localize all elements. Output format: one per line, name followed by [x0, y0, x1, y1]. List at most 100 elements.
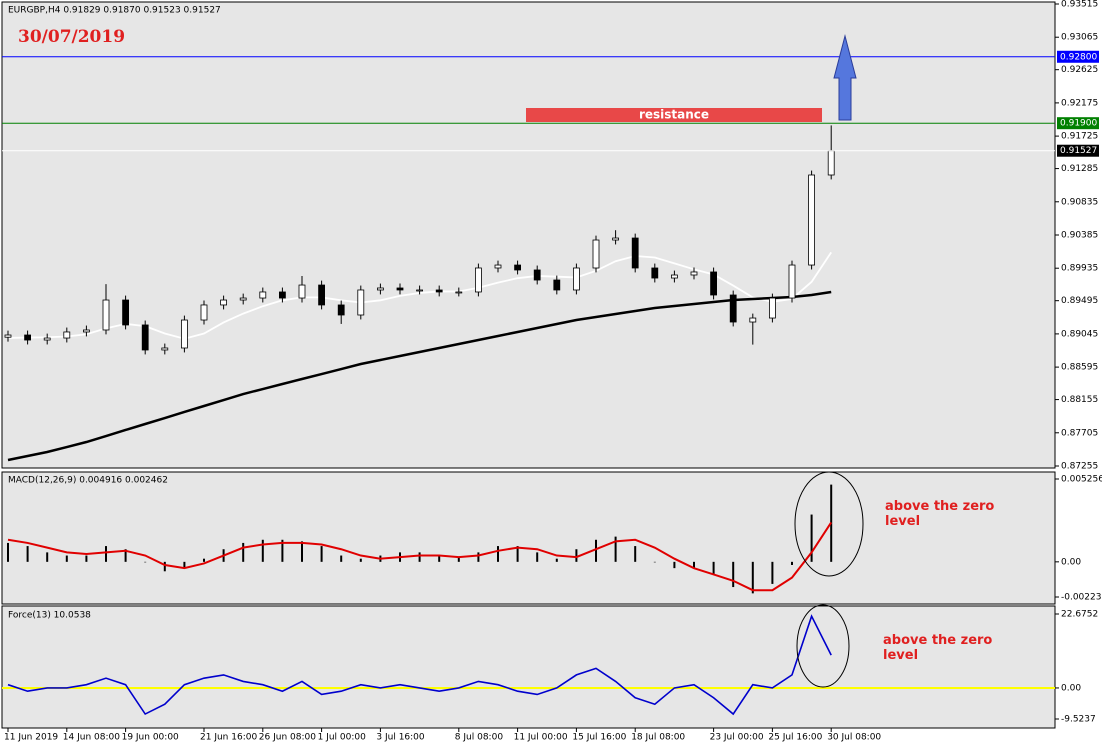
histogram-bar [614, 536, 617, 562]
candle-body [769, 297, 776, 319]
candle-body [631, 237, 639, 269]
histogram-bar [163, 561, 166, 572]
x-tick-label: 1 Jul 00:00 [318, 733, 367, 743]
histogram-bar [732, 561, 735, 588]
x-tick-label: 26 Jun 08:00 [259, 733, 316, 743]
x-tick-label: 30 Jul 08:00 [827, 733, 881, 743]
x-tick-label: 25 Jul 16:00 [768, 733, 822, 743]
level-label: 0.91527 [1060, 146, 1097, 156]
histogram-bar [183, 561, 186, 569]
candle-body [43, 337, 51, 341]
histogram-bar [536, 552, 539, 562]
macd-pane [1, 471, 1056, 605]
y-tick-label: 0.00 [1061, 683, 1081, 693]
y-tick-label: 0.00 [1061, 557, 1081, 567]
histogram-bar [261, 539, 264, 562]
force-pane [1, 605, 1056, 729]
candle-body [161, 347, 169, 351]
moving-average [7, 290, 832, 462]
x-tick-label: 23 Jul 00:00 [710, 733, 764, 743]
signal-line [7, 521, 833, 592]
highlight-ellipse [796, 604, 850, 688]
candle-body [435, 289, 443, 293]
price-pane [1, 1, 1056, 469]
y-tick-label: -9.5237 [1061, 715, 1096, 725]
histogram-bar [438, 555, 441, 562]
level-label: 0.92800 [1060, 52, 1097, 62]
indicator-header: Force(13) 10.0538 [8, 611, 91, 621]
x-tick-label: 19 Jun 00:00 [122, 733, 179, 743]
candle-body [474, 267, 482, 293]
histogram-bar [301, 541, 303, 562]
candle-body [318, 284, 326, 306]
histogram-bar [144, 561, 147, 563]
histogram-bar [595, 539, 597, 562]
histogram-bar [46, 552, 49, 562]
histogram-bar [575, 549, 578, 562]
y-tick-label: 0.93515 [1061, 0, 1098, 10]
candle-body [710, 271, 717, 296]
histogram-bar [65, 555, 68, 562]
y-tick-label: 0.87255 [1061, 462, 1098, 472]
zone-label: resistance [639, 108, 709, 122]
candle-body [592, 239, 600, 269]
candle-body [141, 324, 149, 351]
resistance-zone [526, 108, 822, 122]
candle-body [729, 294, 737, 323]
y-tick-label: 22.6752 [1061, 610, 1098, 620]
force-line [7, 614, 832, 716]
candle-body [337, 304, 345, 316]
candle-body [63, 331, 71, 339]
histogram-bar [791, 561, 793, 565]
candle-body [827, 150, 835, 176]
histogram-bar [751, 561, 754, 594]
level-label-box [1057, 50, 1099, 63]
histogram-bar [418, 552, 421, 562]
level-label: 0.91900 [1060, 119, 1097, 129]
y-tick-label: 0.91285 [1061, 164, 1098, 174]
candle-body [200, 304, 208, 321]
x-tick-label: 18 Jul 08:00 [631, 733, 685, 743]
candle-body [455, 291, 463, 294]
y-tick-label: 0.93065 [1061, 33, 1098, 43]
annotation: above the zero level [885, 499, 995, 529]
histogram-bar [555, 558, 558, 562]
candle-body [278, 291, 286, 299]
x-tick-label: 14 Jun 08:00 [63, 733, 120, 743]
candle-body [180, 319, 188, 349]
candle-body [671, 274, 678, 279]
histogram-bar [359, 558, 362, 562]
candle-body [514, 264, 521, 271]
histogram-bar [105, 546, 107, 562]
histogram-bar [457, 557, 460, 562]
y-tick-label: 0.90835 [1061, 197, 1098, 207]
candle-body [553, 279, 561, 291]
histogram-bar [85, 555, 88, 562]
candle-body [357, 289, 365, 316]
candle-body [749, 317, 757, 323]
histogram-bar [320, 546, 323, 562]
x-tick-label: 3 Jul 16:00 [376, 733, 425, 743]
indicator-header: MACD(12,26,9) 0.004916 0.002462 [8, 476, 168, 486]
histogram-bar [810, 514, 813, 562]
candle-body [788, 264, 796, 299]
level-label-box [1057, 144, 1099, 157]
y-tick-label: 0.92175 [1061, 98, 1098, 108]
candle-body [376, 287, 384, 291]
candle-body [533, 269, 541, 281]
candle-body [239, 297, 247, 301]
highlight-ellipse [794, 471, 864, 577]
candle-body [122, 299, 129, 326]
y-tick-label: 0.88595 [1061, 363, 1098, 373]
candle-body [83, 329, 90, 333]
candle-body [416, 289, 424, 292]
up-arrow [833, 34, 857, 121]
histogram-bar [477, 552, 480, 562]
y-tick-label: 0.89935 [1061, 264, 1098, 274]
histogram-bar [771, 561, 774, 584]
x-tick-label: 21 Jun 16:00 [200, 733, 257, 743]
histogram-bar [634, 546, 637, 562]
